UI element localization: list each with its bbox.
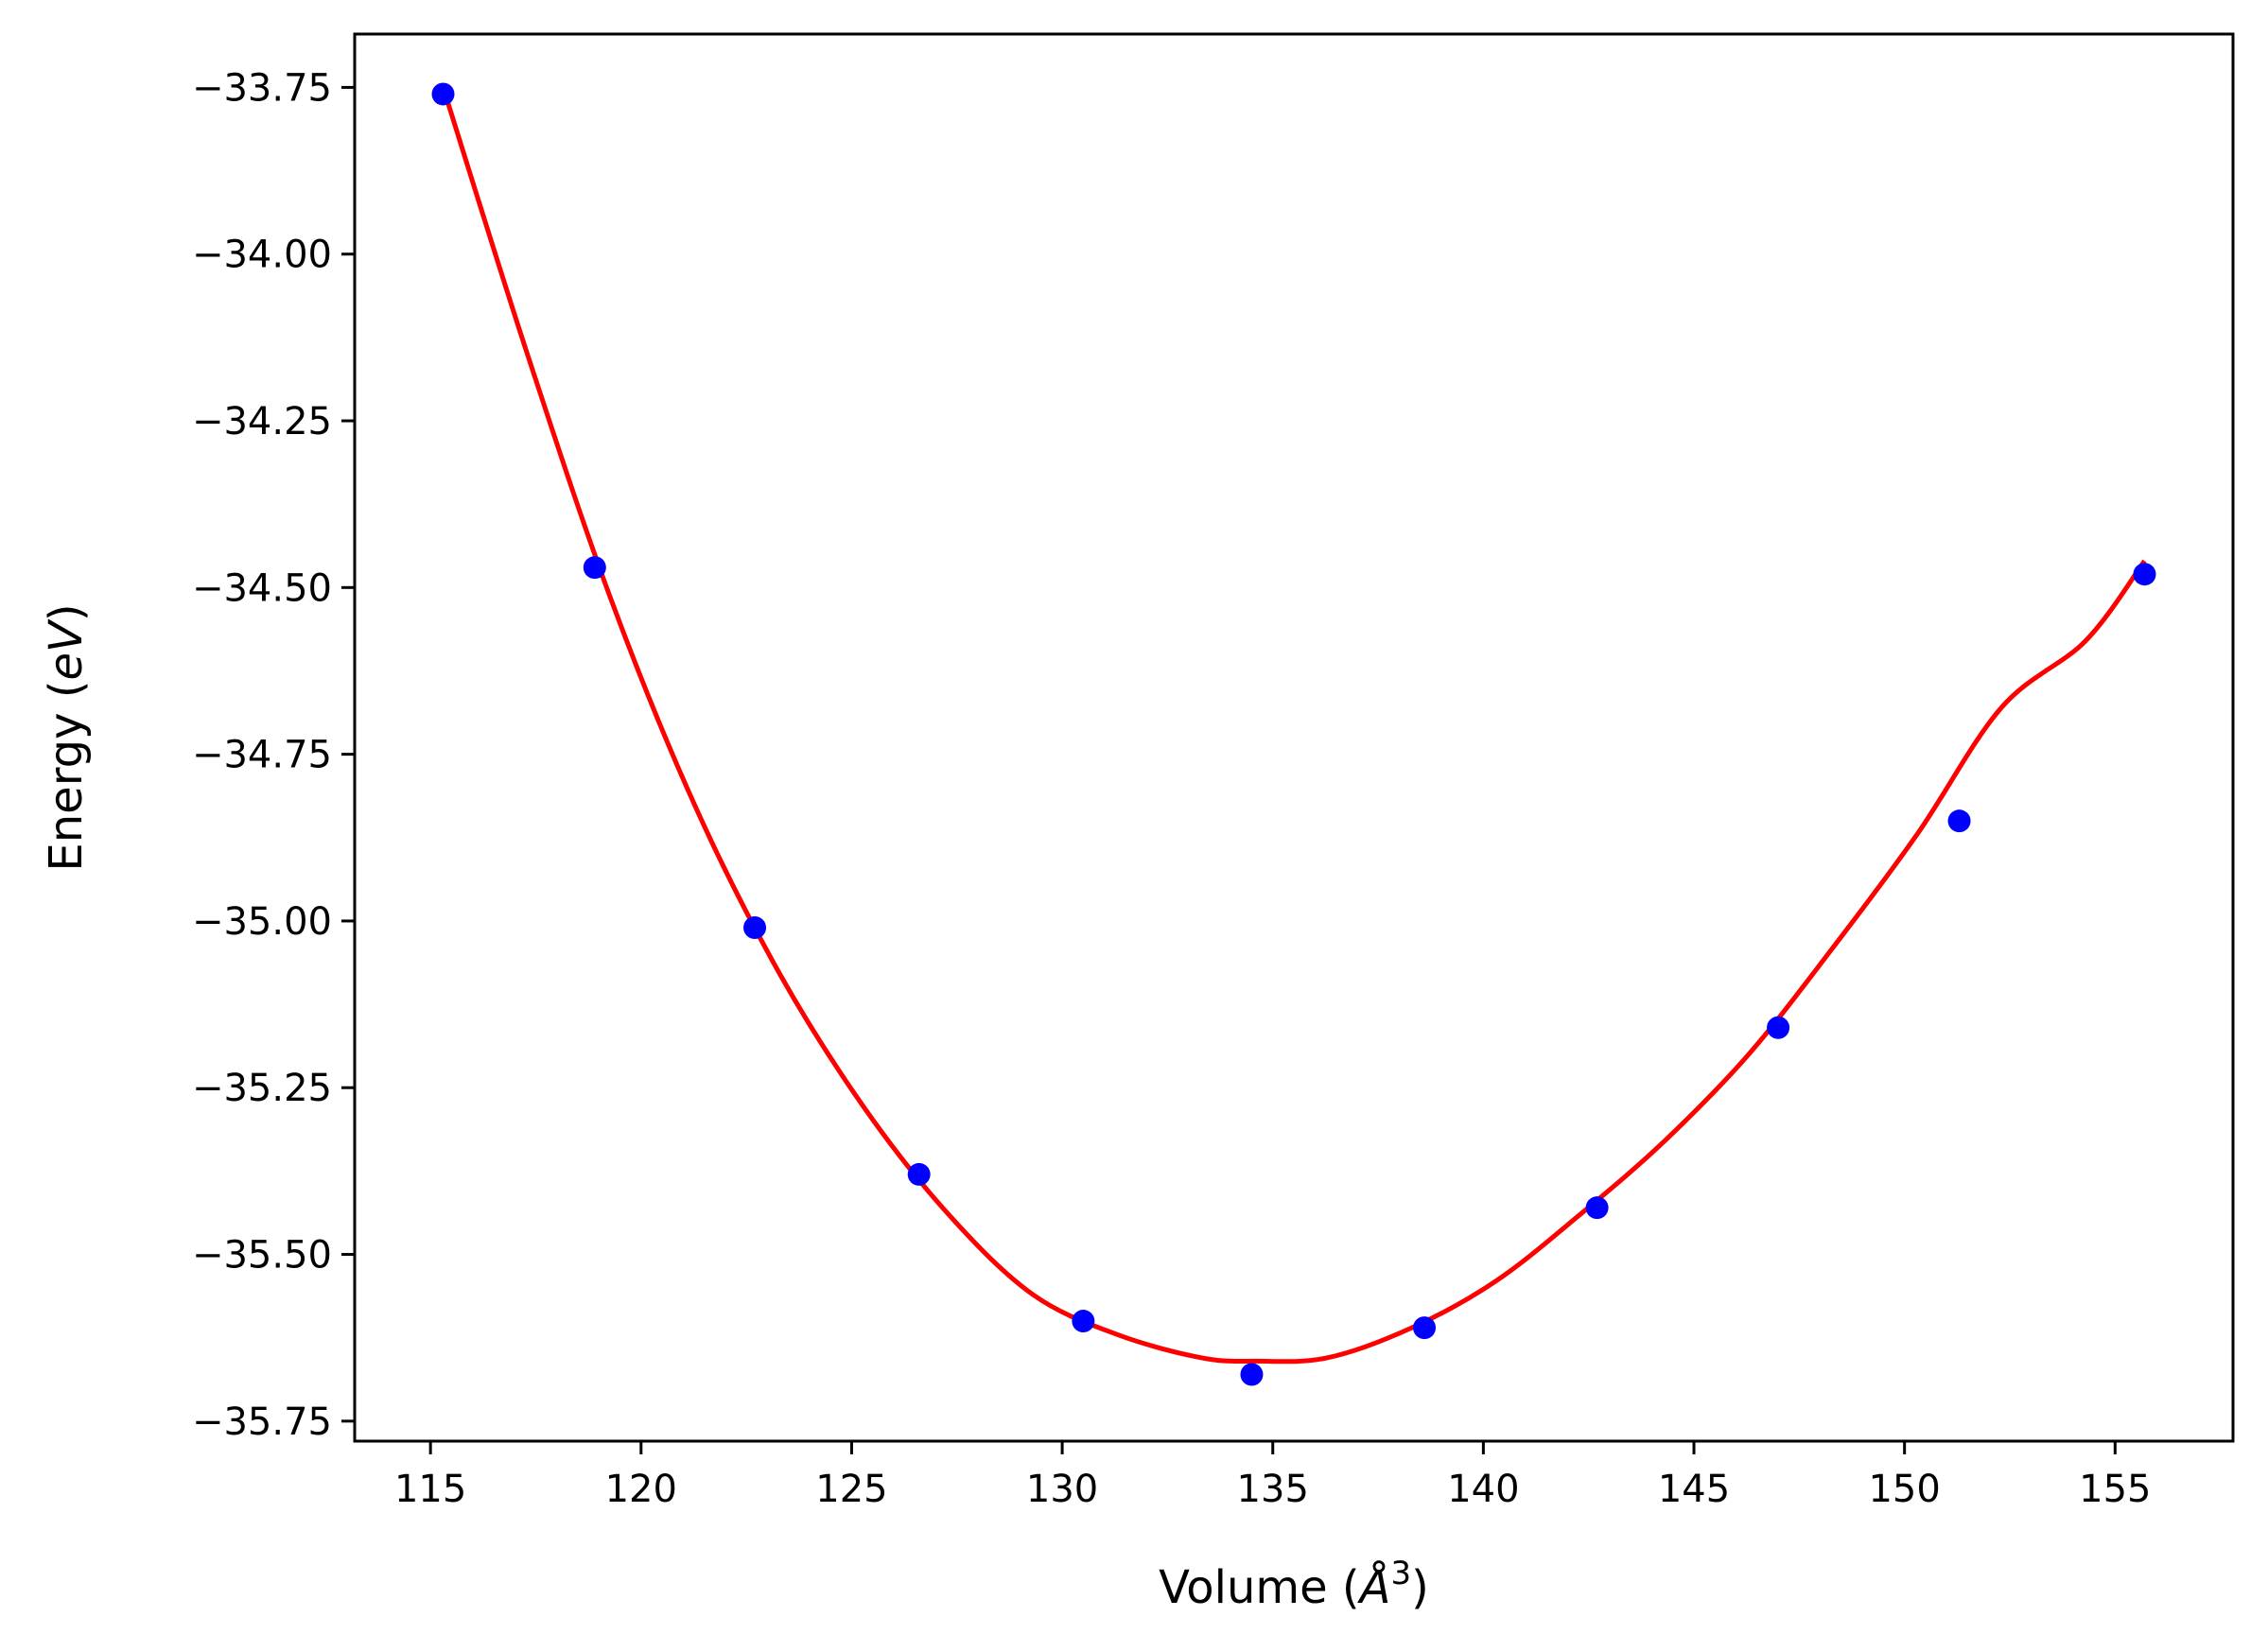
x-axis-ticks: 115 120 125 130 135 140 145 150 155 (394, 1441, 2151, 1511)
plot-area (431, 82, 2156, 1386)
fit-curve (441, 86, 2147, 1365)
x-tick-label: 145 (1658, 1468, 1730, 1511)
data-point (431, 82, 455, 106)
data-point (743, 915, 767, 939)
data-point (1072, 1310, 1095, 1333)
x-axis-label: Volume (Å3) (1159, 1555, 1429, 1614)
data-points (431, 82, 2156, 1386)
x-tick-label: 130 (1026, 1468, 1098, 1511)
y-axis-ticks: −33.75 −34.00 −34.25 −34.50 −34.75 −35.00 −35.… (192, 66, 355, 1444)
data-point (1767, 1016, 1790, 1039)
data-point (1585, 1196, 1609, 1220)
y-tick-label: −35.75 (192, 1400, 332, 1444)
x-tick-label: 150 (1868, 1468, 1940, 1511)
y-tick-label: −35.25 (192, 1067, 332, 1110)
x-tick-label: 135 (1237, 1468, 1309, 1511)
data-point (1413, 1316, 1437, 1340)
axes-frame (353, 32, 2235, 1443)
data-point (1947, 809, 1971, 833)
x-tick-label: 115 (394, 1468, 466, 1511)
y-tick-label: −34.50 (192, 566, 332, 610)
x-tick-label: 140 (1447, 1468, 1519, 1511)
y-tick-label: −34.75 (192, 734, 332, 777)
y-tick-label: −35.00 (192, 900, 332, 944)
data-point (907, 1162, 931, 1186)
data-point (583, 556, 606, 580)
y-tick-label: −34.25 (192, 400, 332, 443)
data-point (1240, 1363, 1264, 1386)
y-tick-label: −33.75 (192, 66, 332, 110)
data-point (2133, 563, 2156, 586)
x-tick-label: 125 (815, 1468, 887, 1511)
x-tick-label: 155 (2079, 1468, 2151, 1511)
y-axis-label: Energy (eV) (40, 603, 93, 871)
y-tick-label: −35.50 (192, 1234, 332, 1278)
y-tick-label: −34.00 (192, 234, 332, 277)
x-tick-label: 120 (605, 1468, 677, 1511)
